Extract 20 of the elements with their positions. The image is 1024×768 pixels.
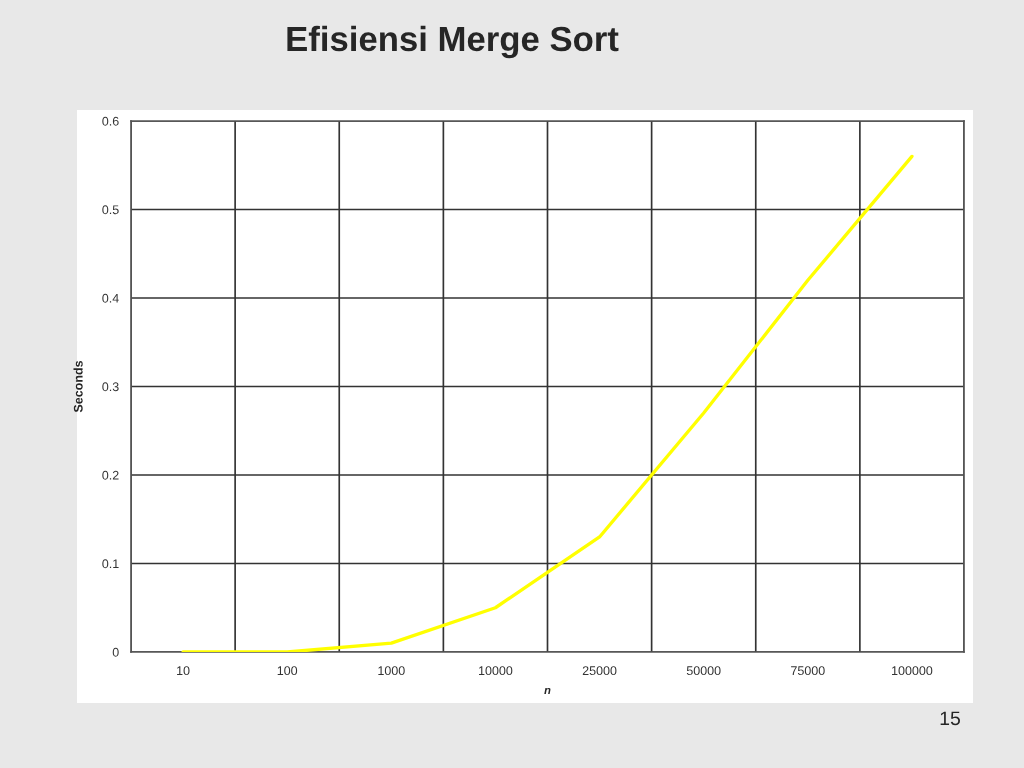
y-tick-label: 0 xyxy=(112,647,119,657)
y-tick-label: 0.2 xyxy=(102,470,119,480)
y-tick-label: 0.3 xyxy=(102,382,119,392)
x-axis-title: n xyxy=(544,687,551,694)
chart-title: Efisiensi Merge Sort xyxy=(287,25,619,59)
y-tick-label: 0.5 xyxy=(102,205,119,215)
x-tick-label: 100 xyxy=(277,666,298,676)
x-tick-label: 10000 xyxy=(479,666,513,676)
x-tick-label: 25000 xyxy=(582,666,617,676)
x-tick-label: 10 xyxy=(177,666,190,676)
y-axis-title: Seconds xyxy=(73,360,83,413)
x-tick-label: 50000 xyxy=(686,666,721,676)
y-tick-label: 0.4 xyxy=(102,293,119,303)
x-tick-label: 1000 xyxy=(378,666,405,676)
x-tick-label: 100000 xyxy=(892,666,933,676)
x-tick-label: 75000 xyxy=(791,666,825,676)
line-series xyxy=(181,154,914,652)
y-tick-label: 0.1 xyxy=(102,559,119,569)
text: 15 xyxy=(940,711,960,726)
y-tick-label: 0.6 xyxy=(102,116,119,126)
